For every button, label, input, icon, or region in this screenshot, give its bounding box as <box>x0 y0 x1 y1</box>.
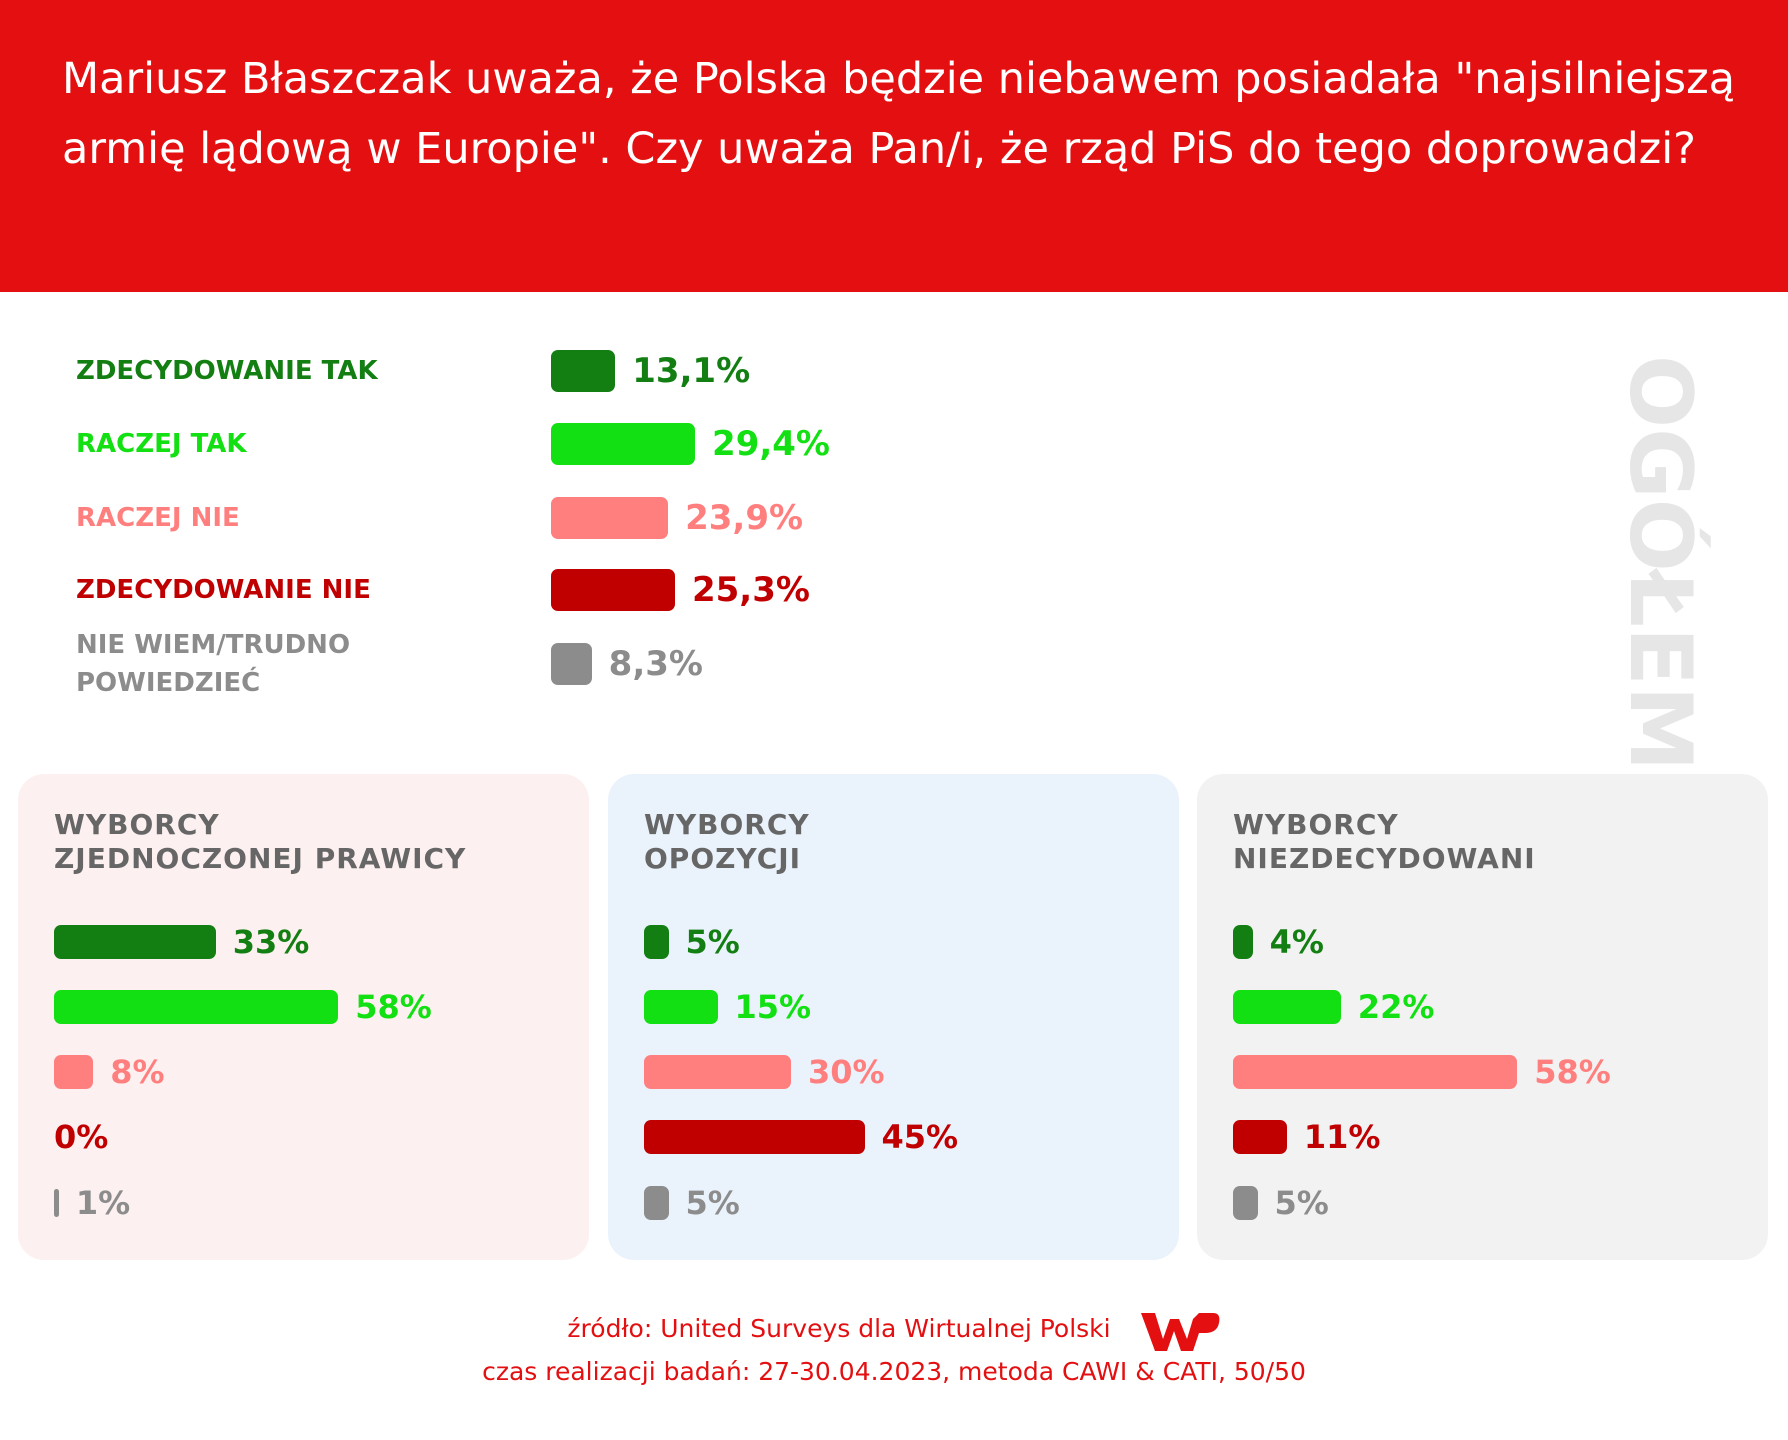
panel-title: WYBORCY ZJEDNOCZONEJ PRAWICY <box>54 808 467 875</box>
value-label: 22% <box>1357 988 1435 1026</box>
panel-title: WYBORCY NIEZDECYDOWANI <box>1233 808 1536 875</box>
value-label: 29,4% <box>712 424 831 464</box>
value-label: 58% <box>355 988 432 1026</box>
panel-title: WYBORCY OPOZYCJI <box>644 808 810 875</box>
category-label: ZDECYDOWANIE NIE <box>76 575 371 605</box>
category-label: ZDECYDOWANIE TAK <box>76 356 378 386</box>
bar <box>551 350 616 392</box>
value-label: 5% <box>1274 1184 1329 1222</box>
category-label: NIE WIEM/TRUDNO POWIEDZIEĆ <box>76 630 351 698</box>
bar <box>54 925 216 959</box>
value-label: 30% <box>808 1053 885 1091</box>
value-label: 11% <box>1303 1118 1381 1156</box>
note: czas realizacji badań: 27-30.04.2023, me… <box>482 1357 1306 1386</box>
value-label: 33% <box>232 923 310 961</box>
logo <box>1140 1313 1219 1351</box>
bar <box>1233 990 1341 1024</box>
bar <box>644 1120 865 1154</box>
bar <box>551 497 669 539</box>
source-text: źródło: United Surveys dla Wirtualnej Po… <box>567 1314 1111 1343</box>
bar <box>1233 925 1253 959</box>
bar <box>644 925 669 959</box>
header: Mariusz Błaszczak uważa, że Polska będzi… <box>0 0 1788 292</box>
value-label: 45% <box>881 1118 959 1156</box>
section-label: OGÓŁEM <box>1610 355 1710 772</box>
bar <box>54 1188 59 1218</box>
value-label: 0% <box>54 1118 109 1156</box>
value-label: 5% <box>685 1184 740 1222</box>
bar <box>54 990 339 1024</box>
bar <box>551 643 592 685</box>
value-label: 58% <box>1534 1053 1611 1091</box>
value-label: 1% <box>75 1184 131 1222</box>
bar <box>644 1186 669 1220</box>
bar <box>1233 1055 1518 1089</box>
bar <box>1233 1120 1287 1154</box>
bar <box>644 990 718 1024</box>
category-label: RACZEJ NIE <box>76 503 240 533</box>
value-label: 13,1% <box>632 351 751 391</box>
bar <box>54 1055 94 1089</box>
value-label: 8,3% <box>608 644 703 684</box>
value-label: 25,3% <box>691 570 810 610</box>
value-label: 8% <box>110 1053 165 1091</box>
bar <box>644 1055 791 1089</box>
bar <box>551 569 675 611</box>
source: źródło: United Surveys dla Wirtualnej Po… <box>0 1305 1788 1355</box>
value-label: 4% <box>1269 923 1324 961</box>
bar <box>1233 1186 1258 1220</box>
bar <box>551 423 696 465</box>
value-label: 15% <box>734 988 812 1026</box>
value-label: 5% <box>685 923 740 961</box>
title: Mariusz Błaszczak uważa, że Polska będzi… <box>62 54 1735 174</box>
category-label: RACZEJ TAK <box>76 429 247 459</box>
value-label: 23,9% <box>685 498 804 538</box>
